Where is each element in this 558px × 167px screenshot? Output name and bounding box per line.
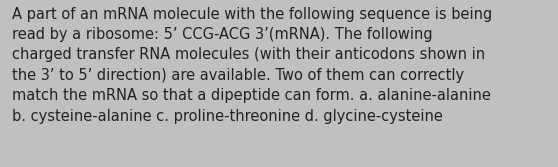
Text: A part of an mRNA molecule with the following sequence is being
read by a riboso: A part of an mRNA molecule with the foll… <box>12 7 493 124</box>
